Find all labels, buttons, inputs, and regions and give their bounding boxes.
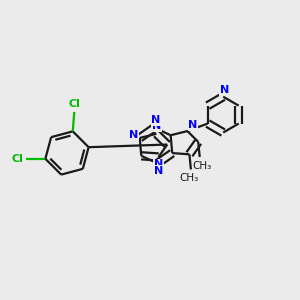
Text: N: N [220, 85, 229, 95]
Text: N: N [151, 115, 160, 125]
Text: N: N [154, 160, 163, 170]
Text: Cl: Cl [12, 154, 23, 164]
Text: N: N [188, 120, 197, 130]
Text: Cl: Cl [68, 99, 80, 109]
Text: N: N [129, 130, 138, 140]
Text: CH₃: CH₃ [179, 173, 198, 183]
Text: N: N [152, 121, 161, 131]
Text: CH₃: CH₃ [193, 161, 212, 171]
Text: N: N [154, 166, 164, 176]
